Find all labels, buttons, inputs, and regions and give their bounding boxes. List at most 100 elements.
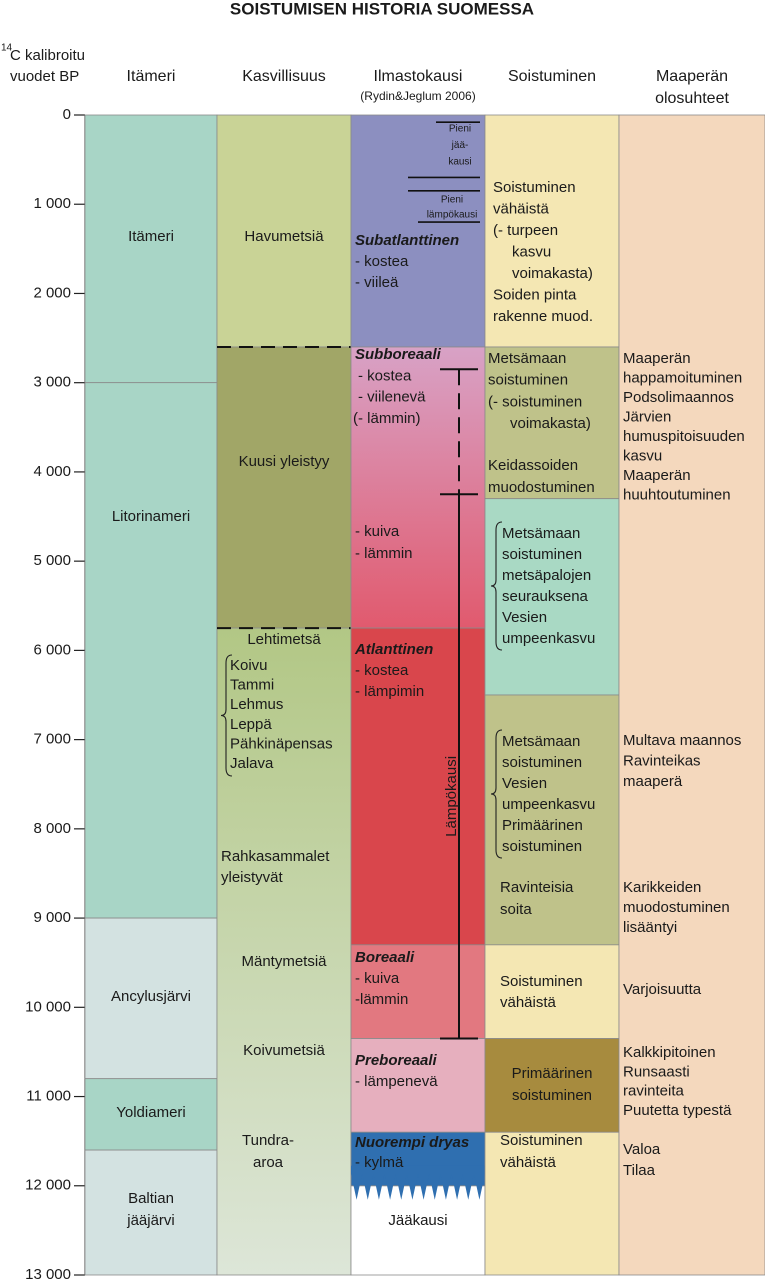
period-text: soistuminen xyxy=(502,546,582,563)
period-text: Ravinteisia xyxy=(500,879,574,896)
period-text: Kalkkipitoinen xyxy=(623,1044,716,1061)
period-text: Nuorempi dryas xyxy=(355,1134,469,1151)
period-text: Karikkeiden xyxy=(623,879,701,896)
period-text: soistuminen xyxy=(512,1087,592,1104)
period-text: Ravinteikas xyxy=(623,752,701,769)
period-text: Lehmus xyxy=(230,696,283,713)
period-text: - kuiva xyxy=(355,523,400,540)
period-text: happamoituminen xyxy=(623,369,742,386)
period-block xyxy=(84,114,218,384)
period-block xyxy=(216,346,352,629)
column-header: Kasvillisuus xyxy=(242,68,326,85)
period-text: Maaperän xyxy=(623,467,691,484)
period-text: Kuusi yleistyy xyxy=(239,453,330,470)
period-block xyxy=(484,944,620,1039)
period-text: Havumetsiä xyxy=(244,228,324,245)
title: SOISTUMISEN HISTORIA SUOMESSA xyxy=(230,0,534,18)
period-text: lisääntyi xyxy=(623,919,677,936)
period-text: - lämpimin xyxy=(355,683,424,700)
period-text: maaperä xyxy=(623,773,683,790)
period-text: voimakasta) xyxy=(512,265,593,282)
period-text: Koivu xyxy=(230,657,268,674)
period-text: Rahkasammalet xyxy=(221,848,330,865)
period-text: seurauksena xyxy=(502,588,589,605)
period-text: kasvu xyxy=(623,447,662,464)
period-text: metsäpalojen xyxy=(502,567,591,584)
period-text: Podsolimaannos xyxy=(623,389,734,406)
period-block xyxy=(84,1149,218,1276)
period-text: huuhtoutuminen xyxy=(623,486,731,503)
period-text: Keidassoiden xyxy=(488,457,578,474)
period-text: Koivumetsiä xyxy=(243,1042,325,1059)
tick-label: 2 000 xyxy=(33,284,71,301)
period-text: - kostea xyxy=(358,367,412,384)
period-text: - kuiva xyxy=(355,970,400,987)
period-text: soita xyxy=(500,901,532,918)
period-text: soistuminen xyxy=(488,372,568,389)
period-text: rakenne muod. xyxy=(493,308,593,325)
period-text: Metsämaan xyxy=(488,350,566,367)
period-text: kasvu xyxy=(512,243,551,260)
tick-label: 10 000 xyxy=(25,998,71,1015)
period-text: humuspitoisuuden xyxy=(623,428,745,445)
period-text: kausi xyxy=(448,157,471,168)
period-text: Subboreaali xyxy=(355,346,442,363)
period-text: Puutetta typestä xyxy=(623,1102,732,1119)
period-block xyxy=(350,944,486,1039)
period-text: (- turpeen xyxy=(493,222,558,239)
period-block xyxy=(84,917,218,1080)
period-text: muodostuminen xyxy=(623,899,730,916)
period-text: Valoa xyxy=(623,1141,661,1158)
period-text: Tundra- xyxy=(242,1132,294,1149)
period-block xyxy=(484,694,620,946)
period-text: umpeenkasvu xyxy=(502,796,595,813)
axis-label: vuodet BP xyxy=(10,68,79,85)
tick-label: 11 000 xyxy=(26,1088,71,1105)
period-text: Itämeri xyxy=(128,228,174,245)
period-block xyxy=(618,114,765,1276)
period-text: jääjärvi xyxy=(126,1212,175,1229)
period-text: Multava maannos xyxy=(623,732,741,749)
period-text: Jalava xyxy=(230,755,274,772)
period-block xyxy=(84,1078,218,1151)
period-block xyxy=(484,1038,620,1133)
tick-label: 1 000 xyxy=(33,195,71,212)
column-header: Ilmastokausi xyxy=(374,68,463,85)
tick-label: 0 xyxy=(63,106,71,123)
tick-label: 8 000 xyxy=(33,820,71,837)
period-text: Boreaali xyxy=(355,949,415,966)
period-text: Jääkausi xyxy=(388,1212,447,1229)
period-text: Runsaasti xyxy=(623,1063,690,1080)
period-block xyxy=(350,627,486,946)
brace xyxy=(490,729,503,859)
period-text: jää- xyxy=(451,140,469,151)
period-text: vähäistä xyxy=(500,994,557,1011)
tick-label: 7 000 xyxy=(33,731,71,748)
tick-label: 13 000 xyxy=(25,1266,71,1283)
period-text: - viilenevä xyxy=(358,389,426,406)
period-text: Maaperän xyxy=(623,350,691,367)
period-text: vähäistä xyxy=(500,1154,557,1171)
column-header: Itämeri xyxy=(127,68,176,85)
tick-label: 3 000 xyxy=(33,374,71,391)
period-text: - kylmä xyxy=(355,1154,404,1171)
period-block xyxy=(216,627,352,1276)
period-text: Mäntymetsiä xyxy=(241,953,327,970)
period-text: muodostuminen xyxy=(488,479,595,496)
period-text: vähäistä xyxy=(493,200,550,217)
period-text: Litorinameri xyxy=(112,508,190,525)
period-block xyxy=(350,1131,486,1187)
period-text: soistuminen xyxy=(502,838,582,855)
period-block xyxy=(216,114,352,348)
period-text: Primäärinen xyxy=(502,817,583,834)
period-text: umpeenkasvu xyxy=(502,630,595,647)
period-text: Yoldiameri xyxy=(116,1104,186,1121)
period-text: Subatlanttinen xyxy=(355,232,459,249)
period-block xyxy=(484,1131,620,1276)
brace xyxy=(220,654,233,777)
period-text: Atlanttinen xyxy=(354,641,433,658)
period-text: Tammi xyxy=(230,677,274,694)
period-text: aroa xyxy=(253,1154,284,1171)
tick-label: 5 000 xyxy=(33,552,71,569)
